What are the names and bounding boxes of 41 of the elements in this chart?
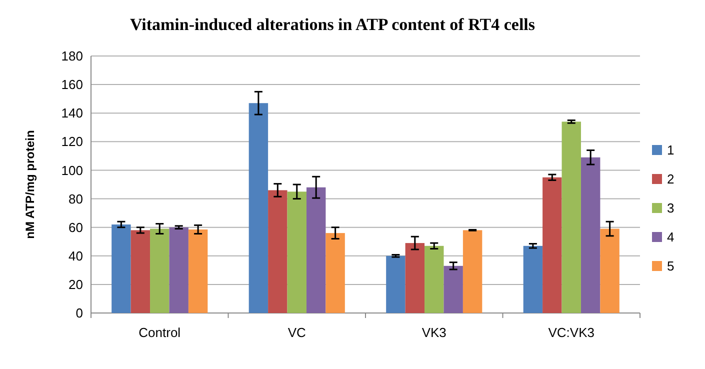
bar [523,246,543,313]
y-tick-label: 120 [61,134,83,150]
bar [248,103,268,313]
x-tick-label: Control [138,325,181,340]
bar [169,227,188,313]
y-tick-label: 160 [61,77,83,92]
y-tick-label: 40 [68,248,83,264]
y-tick-label: 180 [61,48,83,64]
bar [580,157,600,313]
legend-label: 2 [667,172,674,187]
x-tick-label: VC:VK3 [548,325,594,340]
bar [542,177,562,313]
x-tick-label: VK3 [422,325,446,340]
bar [326,233,345,313]
bar [130,230,150,313]
chart-title: Vitamin-induced alterations in ATP content of RT4 cells [130,15,536,34]
legend-label: 1 [667,142,674,158]
legend-label: 4 [667,230,674,245]
bar [405,243,425,313]
legend-label: 3 [667,200,674,216]
y-tick-label: 80 [68,191,83,206]
bar [306,187,326,313]
bar [444,266,463,313]
y-tick-label: 0 [76,306,83,321]
y-tick-label: 100 [61,162,83,178]
bar [386,256,406,313]
y-tick-label: 140 [61,106,83,121]
bar [462,230,482,313]
bar [268,190,288,313]
bar [150,228,170,313]
y-tick-label: 60 [68,220,83,235]
bar [287,192,306,313]
bar [424,246,444,313]
x-tick-label: VC [288,325,306,340]
y-tick-label: 20 [68,276,83,292]
bar [562,122,581,313]
legend-label: 5 [667,258,674,274]
y-axis-title: nM ATP/mg protein [23,130,37,239]
bar [188,229,208,313]
bar [112,224,131,313]
bar [600,228,620,313]
